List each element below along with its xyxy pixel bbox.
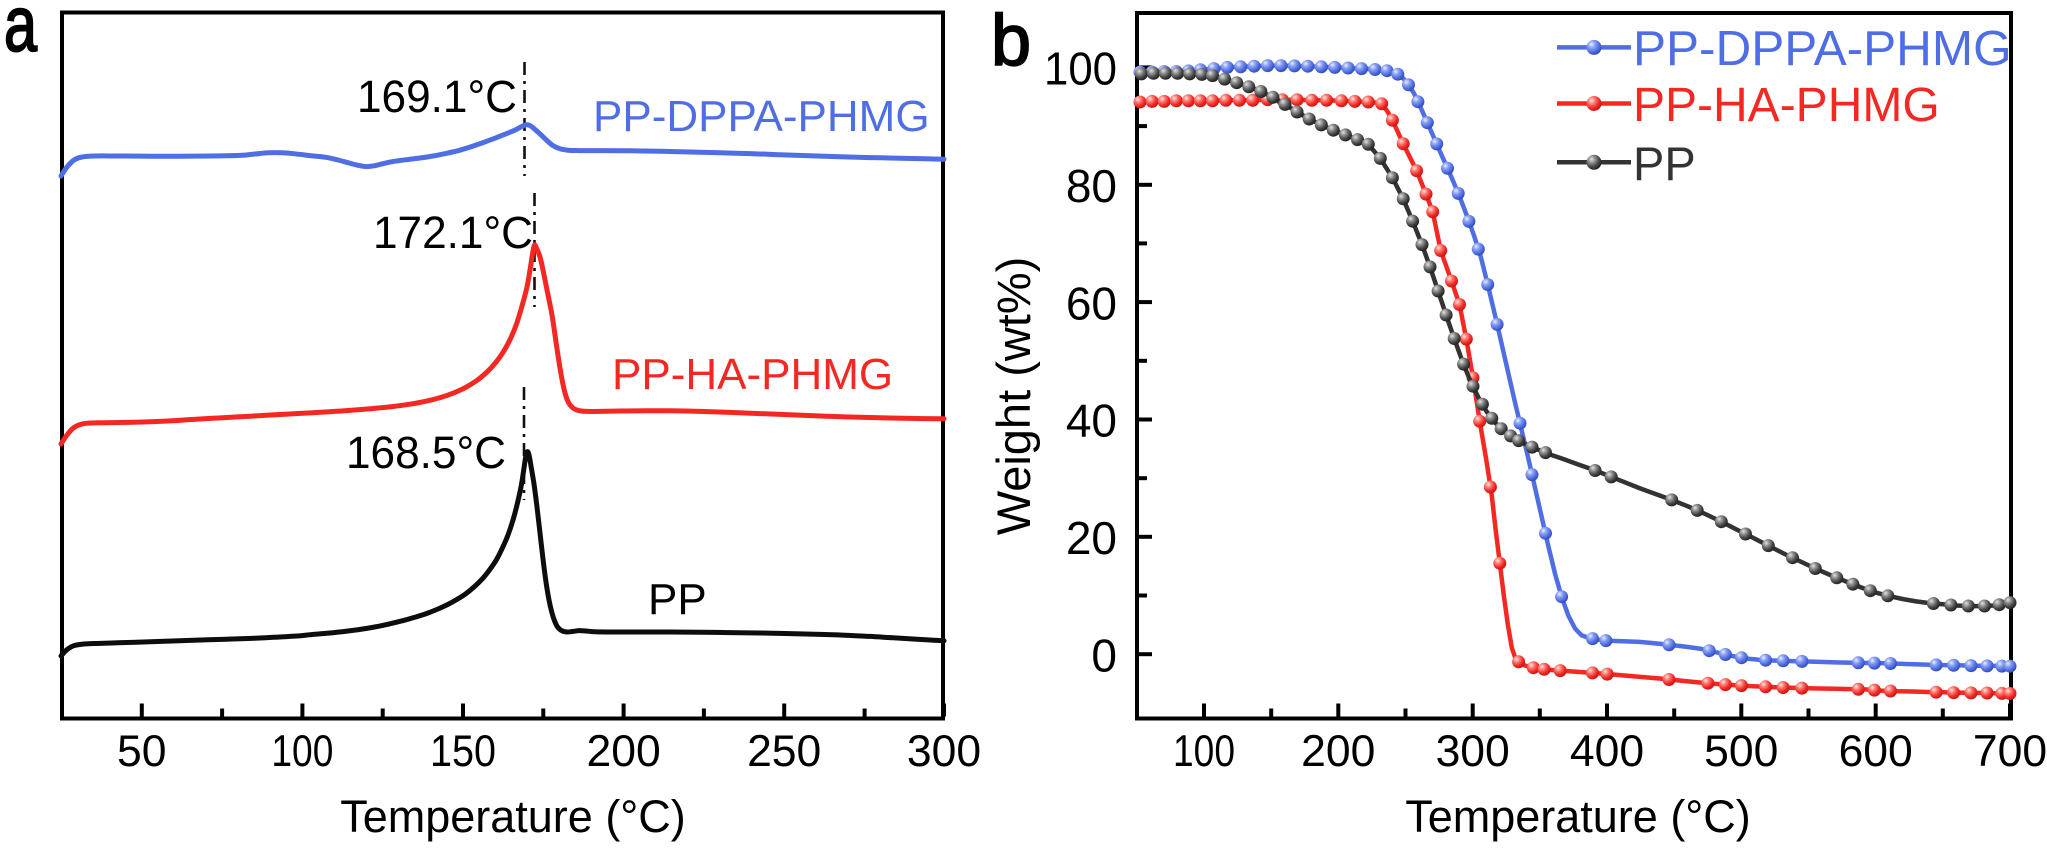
svg-text:168.5°C: 168.5°C (346, 427, 506, 478)
svg-text:PP-DPPA-PHMG: PP-DPPA-PHMG (1633, 21, 2012, 76)
svg-text:200: 200 (1301, 727, 1375, 776)
svg-text:0: 0 (1091, 629, 1117, 681)
svg-text:20: 20 (1066, 512, 1117, 564)
svg-text:150: 150 (430, 727, 496, 776)
svg-text:PP-DPPA-PHMG: PP-DPPA-PHMG (593, 92, 930, 141)
svg-text:172.1°C: 172.1°C (373, 207, 533, 258)
svg-text:600: 600 (1839, 727, 1913, 776)
svg-text:50: 50 (117, 727, 167, 776)
svg-text:b: b (991, 1, 1031, 81)
svg-text:100: 100 (1173, 727, 1235, 776)
svg-text:250: 250 (747, 727, 821, 776)
svg-text:60: 60 (1066, 277, 1117, 329)
svg-text:PP-HA-PHMG: PP-HA-PHMG (612, 350, 893, 399)
svg-text:PP-HA-PHMG: PP-HA-PHMG (1633, 79, 1940, 132)
svg-text:300: 300 (1436, 727, 1510, 776)
svg-text:PP: PP (1633, 137, 1696, 190)
svg-text:Weight (wt%): Weight (wt%) (987, 257, 1040, 536)
svg-text:400: 400 (1570, 727, 1644, 776)
svg-text:100: 100 (1044, 43, 1117, 95)
svg-text:300: 300 (907, 727, 981, 776)
svg-text:40: 40 (1066, 395, 1117, 447)
svg-text:500: 500 (1704, 727, 1778, 776)
svg-text:PP: PP (648, 575, 707, 624)
svg-text:Temperature (°C): Temperature (°C) (1405, 791, 1751, 842)
svg-text:a: a (4, 0, 37, 68)
svg-text:80: 80 (1066, 160, 1117, 212)
svg-text:200: 200 (586, 727, 660, 776)
svg-text:169.1°C: 169.1°C (357, 71, 517, 122)
svg-text:100: 100 (271, 727, 333, 776)
svg-text:700: 700 (1973, 727, 2047, 776)
svg-text:Temperature (°C): Temperature (°C) (340, 791, 686, 842)
